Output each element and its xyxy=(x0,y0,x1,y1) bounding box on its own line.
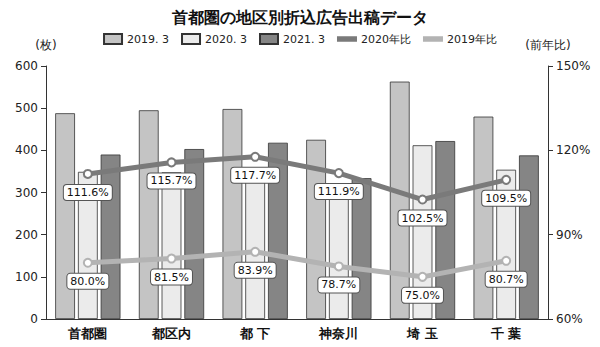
svg-text:(前年比): (前年比) xyxy=(525,38,570,52)
svg-text:102.5%: 102.5% xyxy=(402,212,444,225)
svg-text:80.7%: 80.7% xyxy=(489,273,524,286)
svg-text:109.5%: 109.5% xyxy=(485,192,527,205)
svg-text:111.6%: 111.6% xyxy=(67,186,109,199)
svg-text:600: 600 xyxy=(15,59,38,73)
svg-text:115.7%: 115.7% xyxy=(151,174,193,187)
svg-text:117.7%: 117.7% xyxy=(234,169,276,182)
svg-text:150%: 150% xyxy=(556,59,590,73)
svg-text:都 下: 都 下 xyxy=(239,326,271,341)
svg-text:埼 玉: 埼 玉 xyxy=(406,326,438,341)
svg-text:2021. 3: 2021. 3 xyxy=(283,33,325,46)
svg-text:2019年比: 2019年比 xyxy=(447,33,497,46)
svg-text:120%: 120% xyxy=(556,143,590,157)
svg-text:神奈川: 神奈川 xyxy=(318,326,358,341)
svg-text:200: 200 xyxy=(15,228,38,242)
svg-text:400: 400 xyxy=(15,143,38,157)
svg-text:78.7%: 78.7% xyxy=(321,278,356,291)
svg-text:首都圏の地区別折込広告出稿データ: 首都圏の地区別折込広告出稿データ xyxy=(171,8,428,27)
svg-text:90%: 90% xyxy=(556,228,583,242)
svg-text:75.0%: 75.0% xyxy=(405,289,440,302)
svg-text:80.0%: 80.0% xyxy=(70,275,105,288)
svg-text:都区内: 都区内 xyxy=(151,326,191,341)
svg-text:83.9%: 83.9% xyxy=(238,264,273,277)
svg-text:100: 100 xyxy=(15,270,38,284)
svg-text:500: 500 xyxy=(15,101,38,115)
svg-text:111.9%: 111.9% xyxy=(318,185,360,198)
svg-text:300: 300 xyxy=(15,186,38,200)
svg-text:2019. 3: 2019. 3 xyxy=(127,33,169,46)
svg-text:81.5%: 81.5% xyxy=(154,271,189,284)
svg-text:2020年比: 2020年比 xyxy=(361,33,411,46)
svg-text:60%: 60% xyxy=(556,312,583,326)
svg-text:0: 0 xyxy=(30,312,38,326)
svg-text:(枚): (枚) xyxy=(35,38,56,52)
svg-text:千 葉: 千 葉 xyxy=(490,326,522,341)
svg-text:首都圏: 首都圏 xyxy=(67,326,107,341)
svg-text:2020. 3: 2020. 3 xyxy=(205,33,247,46)
